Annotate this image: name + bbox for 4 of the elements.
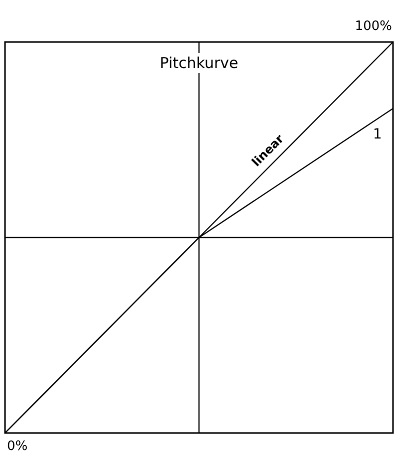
series-label: 1 — [373, 126, 382, 142]
text: Pitchkurve — [160, 54, 238, 72]
text: 100% — [354, 19, 392, 34]
text: 0% — [7, 439, 28, 454]
